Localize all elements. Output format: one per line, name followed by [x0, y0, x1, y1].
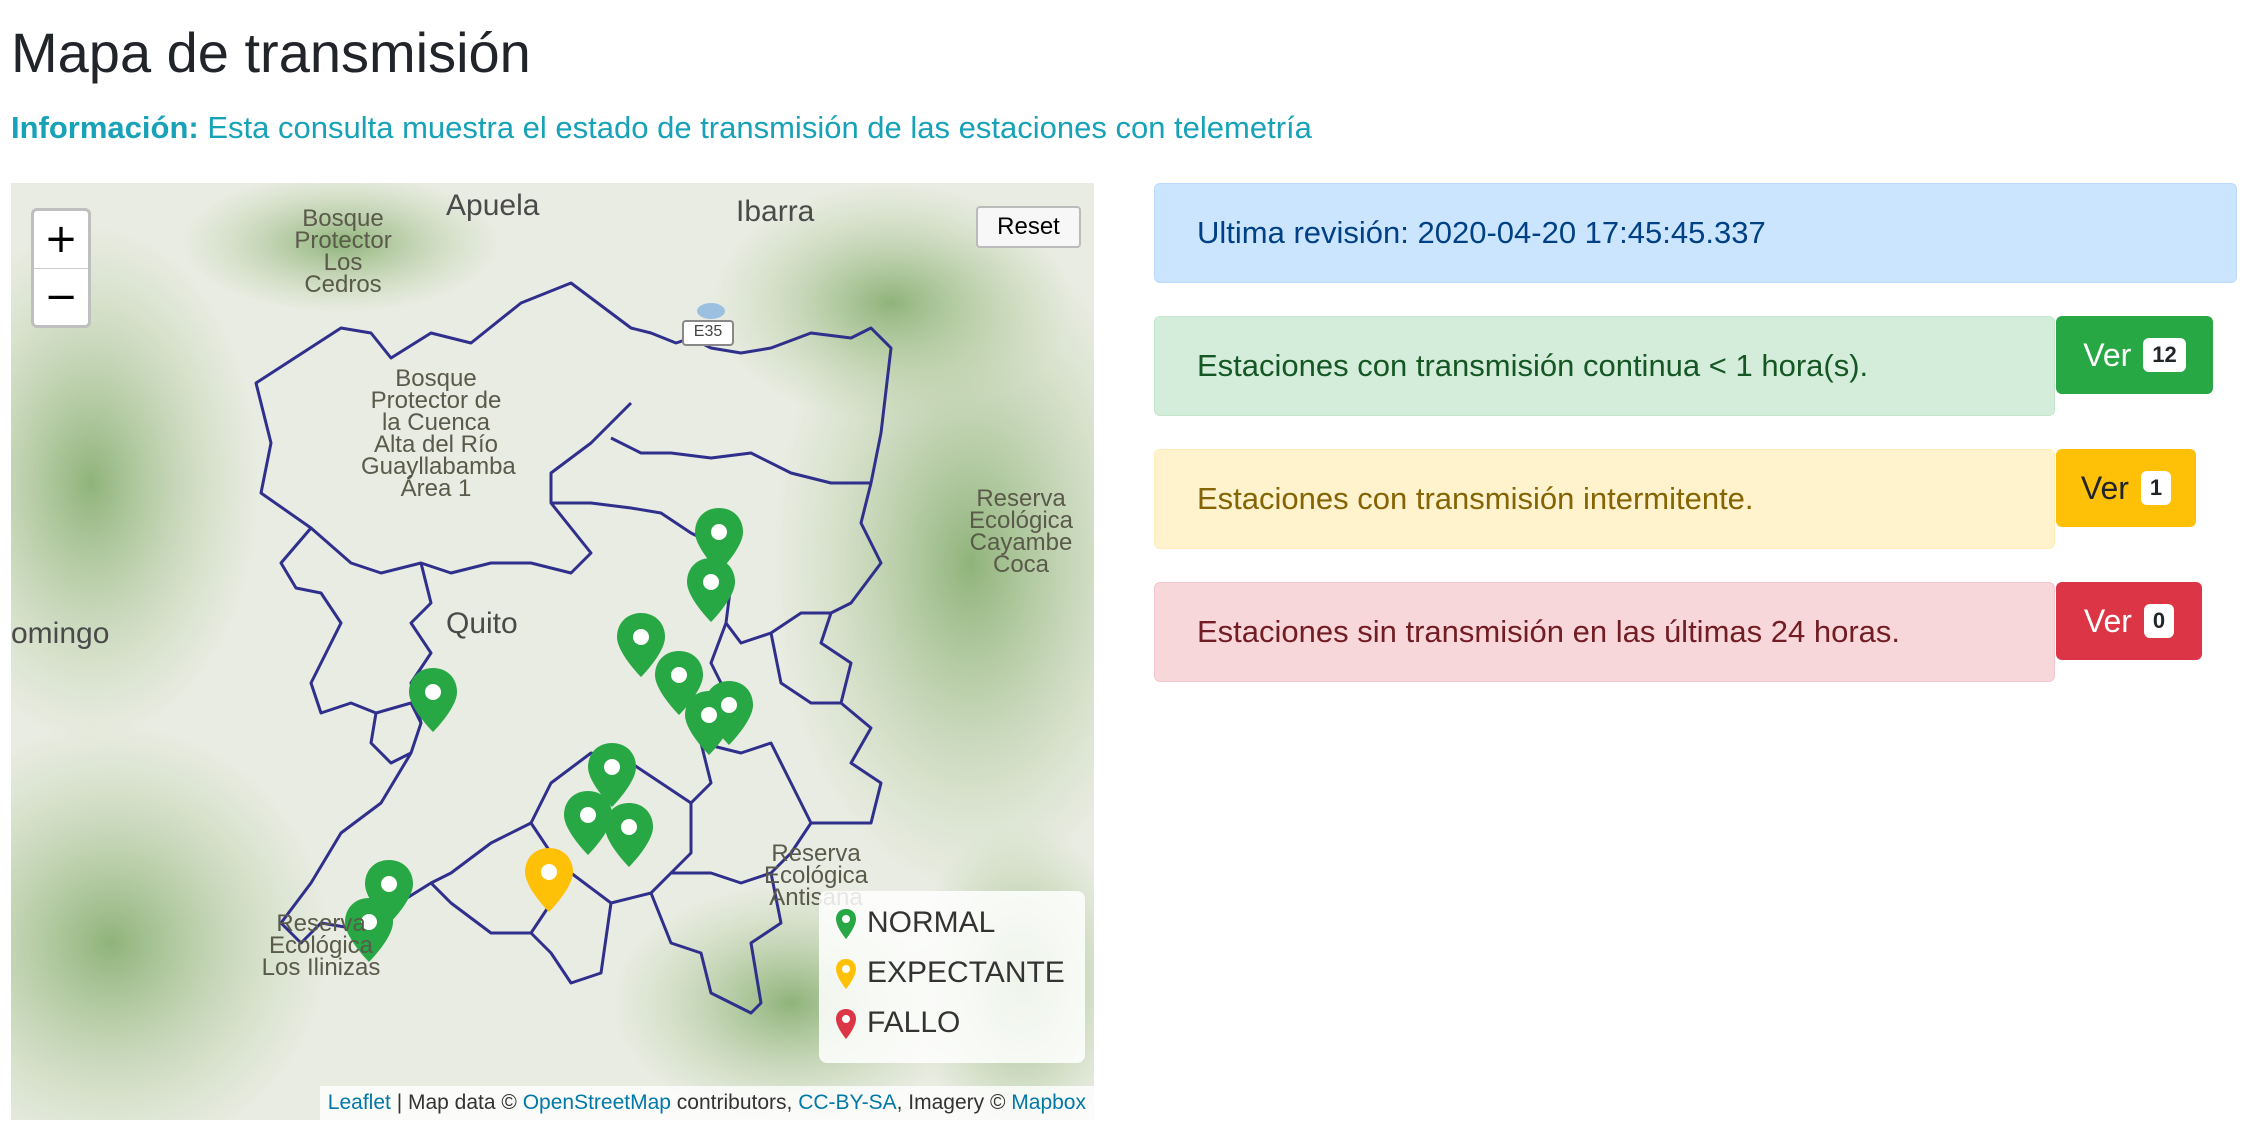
view-no-transmission-button[interactable]: Ver 0 [2056, 582, 2202, 660]
marker-icon [836, 1009, 856, 1040]
count-badge: 12 [2143, 338, 2186, 372]
info-text: Esta consulta muestra el estado de trans… [207, 110, 1312, 145]
zoom-out-button[interactable]: − [44, 274, 78, 320]
button-label: Ver [2083, 336, 2132, 373]
last-revision-text: Ultima revisión: 2020-04-20 17:45:45.337 [1197, 215, 1766, 250]
transmission-map[interactable]: Bosque Protector Los Cedros Apuela Ibarr… [11, 183, 1094, 1120]
zoom-in-button[interactable]: + [34, 211, 88, 269]
intermittent-transmission-alert: Estaciones con transmisión intermitente. [1154, 449, 2055, 549]
intermittent-transmission-text: Estaciones con transmisión intermitente. [1197, 481, 1754, 516]
map-label-domingo: omingo [11, 617, 110, 650]
map-label-bosque-guayllabamba: Bosque Protector de la Cuenca Alta del R… [361, 365, 516, 502]
legend-item-fallo: FALLO [835, 1003, 960, 1043]
legend-item-normal: NORMAL [835, 903, 995, 943]
map-label-ibarra: Ibarra [736, 195, 815, 228]
openstreetmap-link[interactable]: OpenStreetMap [522, 1091, 671, 1114]
legend-label: FALLO [867, 1006, 961, 1039]
map-label-bosque-los-cedros: Bosque Protector Los Cedros [294, 205, 392, 298]
mapbox-link[interactable]: Mapbox [1011, 1091, 1086, 1114]
continuous-transmission-text: Estaciones con transmisión continua < 1 … [1197, 348, 1869, 383]
legend-label: EXPECTANTE [867, 956, 1065, 989]
marker-icon [836, 959, 856, 990]
marker-icon [836, 909, 856, 940]
map-label-road: E35 [693, 323, 723, 340]
view-intermittent-button[interactable]: Ver 1 [2056, 449, 2196, 527]
map-label-reserva-antisana: Reserva Ecológica Antisana [763, 840, 869, 911]
count-badge: 1 [2140, 471, 2172, 505]
attribution-text: contributors, [670, 1091, 799, 1114]
map-label-reserva-cayambe: Reserva Ecológica Cayambe Coca [968, 485, 1074, 578]
button-label: Ver [2083, 602, 2132, 639]
attribution-text: | Map data © [390, 1091, 523, 1114]
continuous-transmission-alert: Estaciones con transmisión continua < 1 … [1154, 316, 2055, 416]
no-transmission-alert: Estaciones sin transmisión en las última… [1154, 582, 2055, 682]
attribution-text: , Imagery © [896, 1091, 1012, 1114]
legend-item-expectante: EXPECTANTE [835, 953, 1065, 993]
leaflet-link[interactable]: Leaflet [327, 1091, 391, 1114]
map-label-apuela: Apuela [446, 189, 540, 222]
license-link[interactable]: CC-BY-SA [798, 1091, 897, 1114]
no-transmission-text: Estaciones sin transmisión en las última… [1197, 614, 1900, 649]
info-label: Información: [11, 110, 199, 145]
map-label-quito: Quito [446, 607, 518, 640]
view-continuous-button[interactable]: Ver 12 [2056, 316, 2213, 394]
button-label: Ver [2080, 469, 2129, 506]
info-line: Información: Esta consulta muestra el es… [11, 108, 1312, 148]
last-revision-alert: Ultima revisión: 2020-04-20 17:45:45.337 [1154, 183, 2237, 283]
zoom-control: + − [31, 208, 91, 328]
page-title: Mapa de transmisión [11, 21, 531, 84]
legend-label: NORMAL [867, 906, 996, 939]
count-badge: 0 [2143, 604, 2175, 638]
map-legend: NORMAL EXPECTANTE FALLO [819, 891, 1085, 1063]
map-attribution: Leaflet | Map data © OpenStreetMap contr… [319, 1086, 1094, 1120]
map-label-reserva-ilinizas: Reserva Ecológica Los Ilinizas [261, 910, 381, 981]
reset-button[interactable]: Reset [976, 206, 1081, 248]
